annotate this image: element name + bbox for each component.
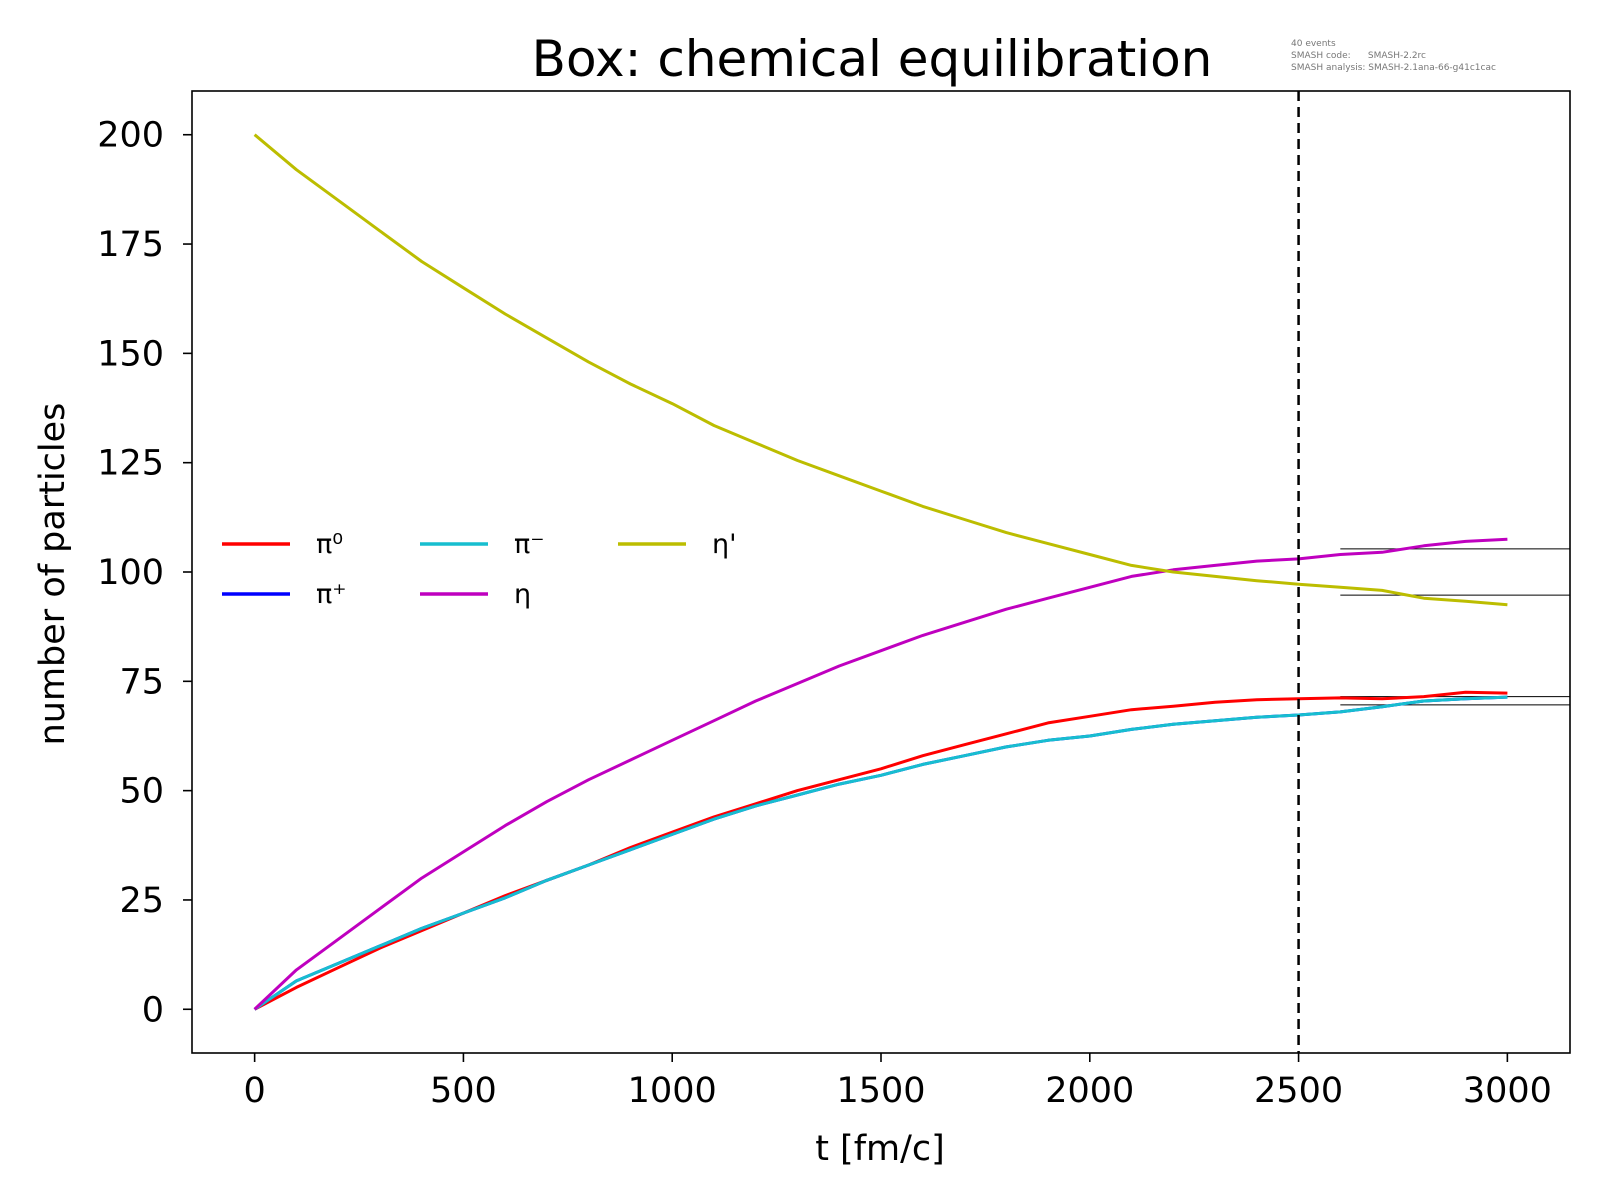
y-tick-label: 125 — [97, 444, 164, 484]
meta-events: 40 events — [1291, 39, 1336, 49]
y-tick-label: 50 — [119, 772, 164, 812]
legend-label: π⁻ — [514, 529, 545, 560]
x-axis-label: t [fm/c] — [815, 1129, 945, 1169]
y-tick-label: 150 — [97, 334, 164, 374]
y-tick-label: 75 — [119, 662, 164, 702]
x-tick-label: 1000 — [628, 1071, 717, 1111]
y-tick-label: 25 — [119, 881, 164, 921]
legend-label: π⁺ — [316, 579, 347, 610]
x-tick-label: 0 — [243, 1071, 265, 1111]
meta-block: 40 events SMASH code: SMASH-2.2rc SMASH … — [1291, 39, 1496, 73]
series-line-4 — [253, 133, 1508, 607]
chart-title: Box: chemical equilibration — [532, 30, 1213, 88]
y-tick-label: 200 — [97, 116, 164, 156]
legend-label: η' — [712, 529, 737, 560]
x-tick-label: 500 — [430, 1071, 497, 1111]
meta-smash-analysis: SMASH analysis: SMASH-2.1ana-66-g41c1cac — [1291, 63, 1496, 73]
series-line-0 — [253, 690, 1508, 1011]
plot-area: 0 500 1000 1500 2000 2500 3000 0 25 50 75 100 125 150… — [97, 90, 1571, 1111]
meta-smash-code: SMASH code: SMASH-2.2rc — [1291, 51, 1426, 61]
legend-label: η — [514, 579, 531, 610]
y-axis-label: number of particles — [33, 403, 73, 746]
x-tick-label: 1500 — [836, 1071, 925, 1111]
y-tick-label: 100 — [97, 553, 164, 593]
plot-frame — [191, 90, 1571, 1054]
legend-label: π⁰ — [316, 529, 343, 560]
y-tick-label: 175 — [97, 225, 164, 265]
x-tick-label: 3000 — [1463, 1071, 1552, 1111]
x-tick-label: 2500 — [1254, 1071, 1343, 1111]
x-tick-label: 2000 — [1045, 1071, 1134, 1111]
y-tick-label: 0 — [142, 990, 164, 1030]
series-line-2 — [253, 695, 1508, 1011]
series-line-1 — [253, 695, 1508, 1011]
